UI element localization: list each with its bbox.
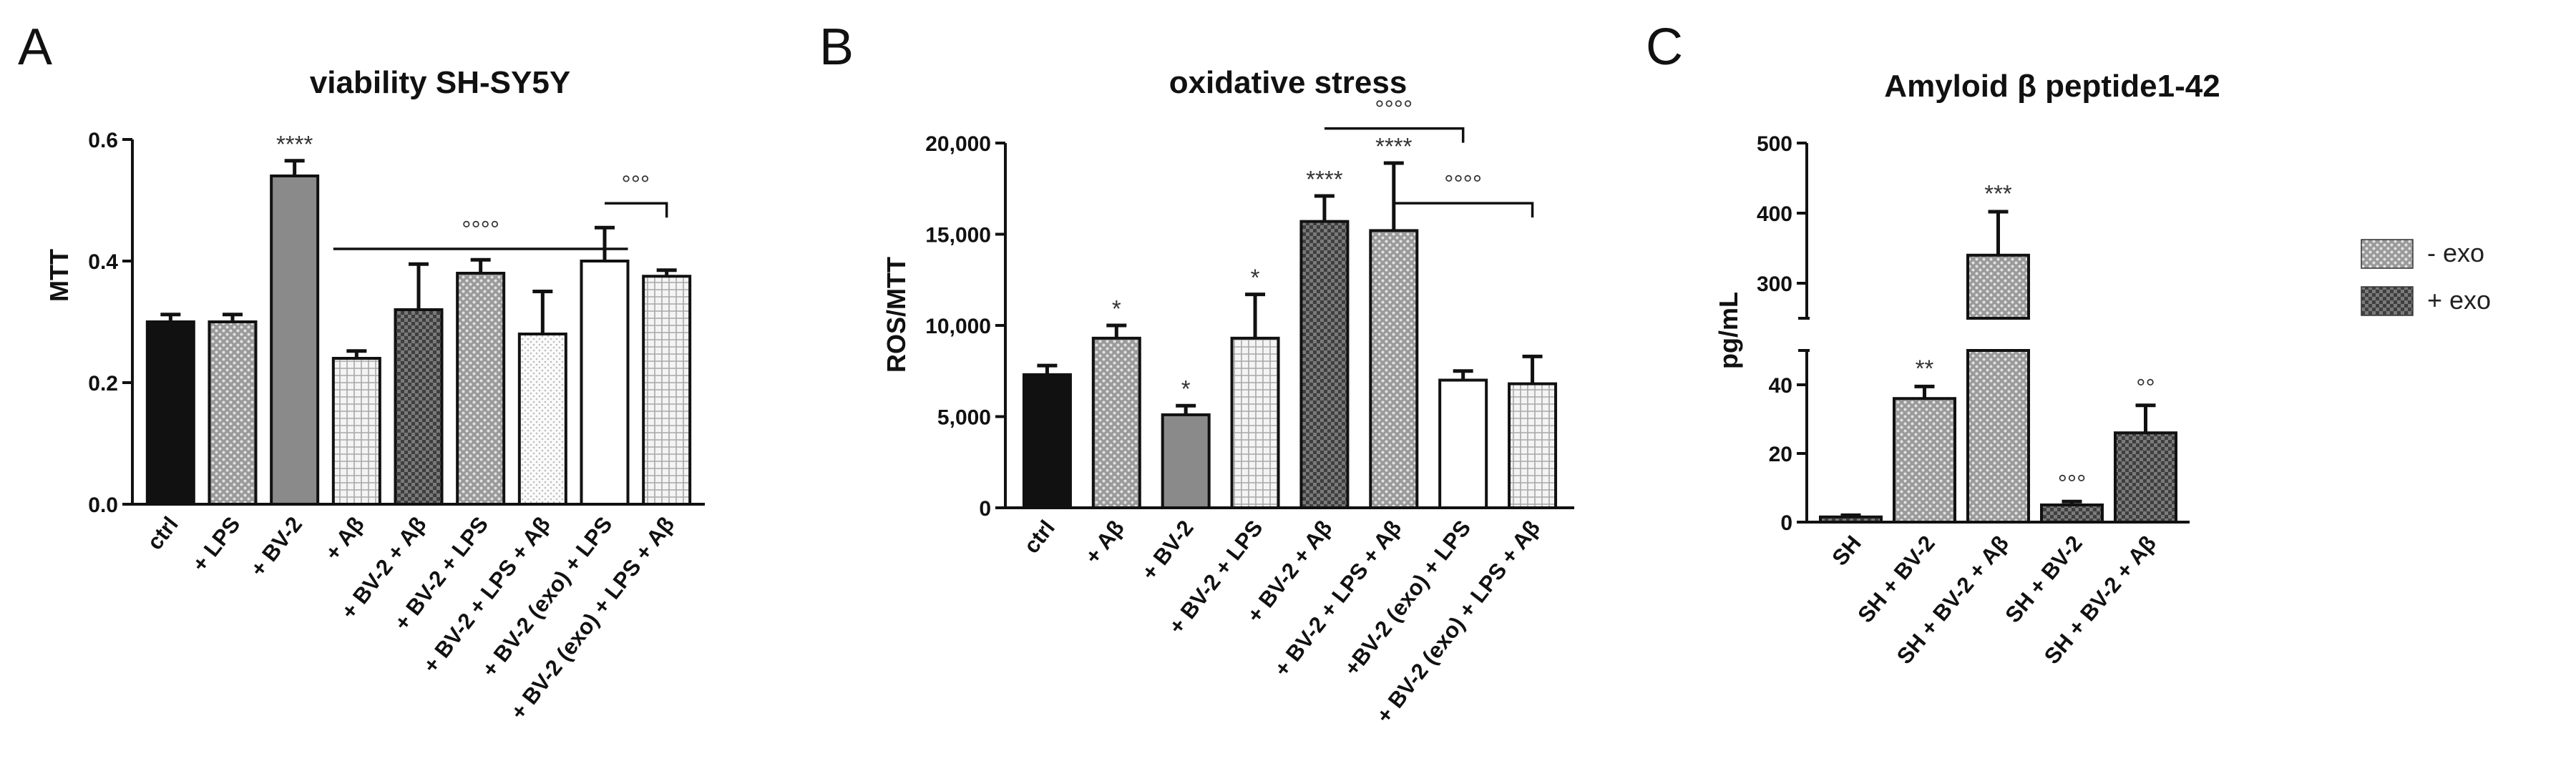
x-tick-label: + LPS [187, 512, 245, 576]
bar [270, 175, 320, 506]
bar [1508, 382, 1558, 509]
y-tick-label: 300 [1757, 272, 1792, 296]
y-tick-label: 20 [1769, 443, 1792, 466]
y-axis-label: pg/mL [1714, 292, 1743, 369]
bar [1893, 397, 1956, 524]
significance-label: **** [1375, 133, 1413, 159]
legend-swatch [2361, 286, 2414, 316]
y-tick-label: 500 [1757, 132, 1792, 156]
y-tick-label: 0.4 [88, 250, 118, 274]
y-tick-label: 10,000 [925, 315, 991, 338]
x-tick-label: ctrl [142, 512, 183, 555]
y-tick-label: 0 [1780, 511, 1792, 535]
bar [1022, 373, 1072, 509]
comparison-bracket [605, 202, 668, 218]
bar [2114, 431, 2177, 524]
x-tick-label: + BV-2 + LPS + Aβ [1269, 516, 1407, 682]
significance-label: * [1112, 295, 1121, 322]
bar [1091, 336, 1141, 509]
significance-label: * [1251, 265, 1260, 291]
significance-label: ** [1916, 355, 1934, 381]
x-tick-label: + BV-2 [245, 512, 307, 581]
bar [1230, 336, 1280, 509]
bracket-significance-label: °°°° [1375, 96, 1413, 122]
chart-panel-c: Amyloid β peptide1-42 pg/mL 0 20 40 300 400 500… [1714, 69, 2491, 669]
bracket-significance-label: °°° [622, 170, 650, 197]
x-tick-label: + BV-2 [1136, 516, 1198, 585]
y-tick-label: 0 [979, 497, 991, 521]
bar [1438, 378, 1488, 509]
bar [1819, 515, 1883, 524]
y-axis-label: MTT [44, 249, 74, 302]
bar [517, 333, 567, 506]
significance-label: °°° [2058, 470, 2087, 496]
bar [1161, 413, 1211, 510]
chart-panel-b: oxidative stress ROS/MTT 0 5,000 10,000 15,00… [882, 65, 1574, 728]
bar [208, 320, 258, 506]
y-tick-label: 20,000 [925, 132, 991, 156]
y-tick-label: 400 [1757, 202, 1792, 226]
chart-title: viability SH-SY5Y [310, 65, 570, 100]
panel-letter-c: C [1646, 19, 1683, 76]
bracket-significance-label: °°°° [462, 216, 499, 242]
significance-label: **** [276, 131, 313, 157]
significance-label: * [1181, 375, 1191, 402]
comparison-bracket [1393, 202, 1534, 218]
bracket-significance-label: °°°° [1444, 170, 1482, 197]
chart-panel-a: viability SH-SY5Y MTT 0.0 0.2 0.4 0.6 ctrl + LP… [44, 65, 705, 725]
bar [1966, 253, 2030, 320]
x-tick-label: + Aβ [1080, 516, 1129, 569]
y-axis-label: ROS/MTT [882, 257, 911, 373]
bar [642, 275, 692, 506]
legend-label: - exo [2427, 238, 2484, 267]
bar [331, 357, 381, 506]
y-tick-label: 0.0 [88, 493, 118, 517]
significance-label: *** [1984, 180, 2012, 207]
x-tick-label: +BV-2 (exo) + LPS [1339, 516, 1475, 681]
significance-label: °° [2136, 374, 2155, 401]
x-tick-label: ctrl [1019, 516, 1060, 559]
bar [1369, 229, 1419, 509]
y-tick-label: 5,000 [937, 406, 991, 430]
comparison-bracket [1324, 127, 1465, 143]
bar [1966, 349, 2030, 524]
bar [145, 320, 195, 506]
chart-title: oxidative stress [1169, 65, 1407, 100]
y-tick-label: 40 [1769, 374, 1792, 398]
panel-letter-b: B [819, 19, 854, 76]
y-tick-label: 15,000 [925, 224, 991, 247]
legend-label: + exo [2427, 285, 2491, 315]
bar [2040, 504, 2104, 524]
y-tick-label: 0.2 [88, 372, 118, 396]
x-tick-label: SH [1827, 531, 1866, 570]
bar [1299, 220, 1350, 509]
bar [456, 272, 506, 506]
significance-label: **** [1306, 166, 1343, 192]
x-tick-label: + Aβ [320, 512, 369, 565]
bar [394, 308, 444, 506]
legend-swatch [2361, 239, 2414, 269]
y-tick-label: 0.6 [88, 129, 118, 152]
chart-title: Amyloid β peptide1-42 [1884, 69, 2220, 104]
panel-letter-a: A [18, 19, 52, 76]
bar [580, 260, 630, 506]
